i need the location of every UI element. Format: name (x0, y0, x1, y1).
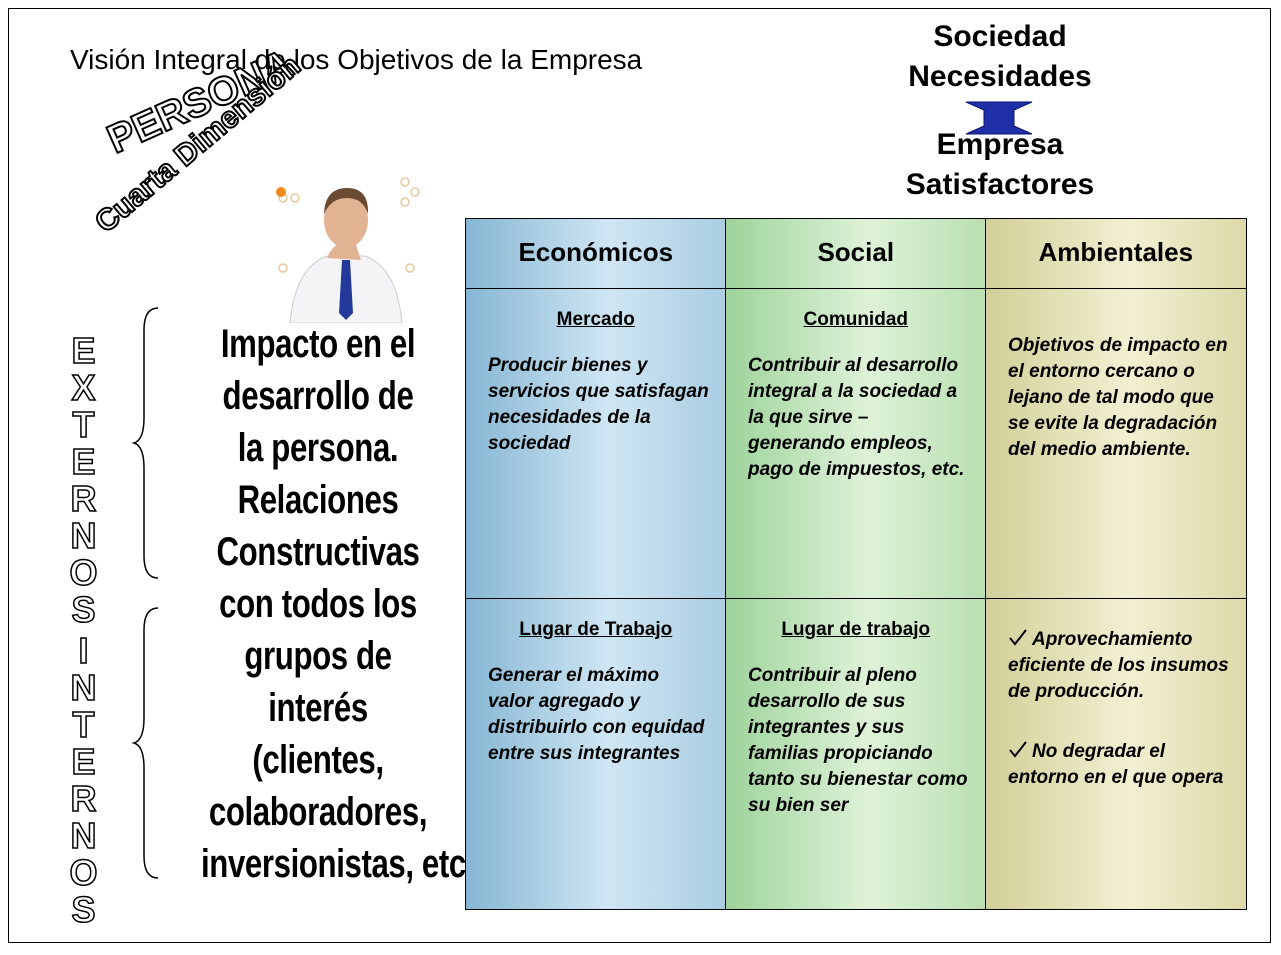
relation-bottom: Satisfactores (905, 168, 1095, 201)
cell-heading: Lugar de trabajo (781, 619, 931, 640)
impact-line: grupos de (244, 634, 392, 678)
column-header: Ambientales (985, 218, 1247, 290)
impact-line: con todos los (219, 582, 417, 626)
cell-heading: Comunidad (803, 309, 909, 330)
objectives-table: Económicos Social Ambientales Mercado Produc… (465, 218, 1247, 910)
impact-line: interés (268, 686, 368, 730)
cell-body: Generar el máximo valor agregado y distr… (488, 665, 705, 764)
cell-body: Contribuir al pleno desarrollo de sus in… (748, 665, 968, 816)
impact-line: inversionistas, etc.) (201, 842, 485, 886)
impact-line: Constructivas (216, 530, 420, 574)
braces (131, 307, 159, 879)
cell-body: Objetivos de impacto en el entorno cerca… (1008, 335, 1228, 460)
table-cell: Aprovechamiento eficiente de los insumos… (985, 598, 1247, 910)
impact-line: la persona. (237, 426, 399, 470)
relation-top: Necesidades (908, 60, 1092, 93)
cell-heading: Mercado (556, 309, 635, 330)
person-image (265, 168, 427, 323)
impact-text: Impacto en el desarrollo de la persona. Rel… (168, 318, 485, 890)
impact-line: desarrollo de (222, 374, 414, 418)
frame (8, 8, 1271, 943)
cell-bullet: Aprovechamiento eficiente de los insumos… (1008, 627, 1240, 705)
bullet-text: Aprovechamiento eficiente de los insumos… (1008, 629, 1229, 702)
table-cell: Objetivos de impacto en el entorno cerca… (985, 288, 1247, 600)
relation-bottom: Empresa (936, 128, 1064, 161)
cell-bullet: No degradar el entorno en el que opera (1008, 739, 1240, 791)
cell-body: Producir bienes y servicios que satisfag… (488, 355, 709, 454)
impact-line: colaboradores, (208, 790, 428, 834)
double-arrow (965, 101, 1033, 135)
table-cell: Lugar de trabajo Contribuir al pleno desa… (725, 598, 987, 910)
column-header: Económicos (465, 218, 727, 290)
relation-top: Sociedad (933, 20, 1067, 53)
check-icon (1009, 629, 1027, 646)
side-label: EXTERNOS (62, 329, 105, 627)
impact-line: Impacto en el (220, 322, 416, 366)
column-header: Social (725, 218, 987, 290)
cell-heading: Lugar de Trabajo (519, 619, 673, 640)
table-cell: Mercado Producir bienes y servicios que s… (465, 288, 727, 600)
title: Visión Integral de los Objetivos de la E… (70, 44, 643, 75)
impact-line: Relaciones (237, 478, 399, 522)
impact-line: (clientes, (252, 738, 384, 782)
side-label: INTERNOS (62, 629, 105, 927)
table-cell: Comunidad Contribuir al desarrollo integr… (725, 288, 987, 600)
bullet-text: No degradar el entorno en el que opera (1008, 741, 1224, 788)
check-icon (1009, 741, 1027, 758)
cell-body: Contribuir al desarrollo integral a la s… (748, 355, 965, 480)
table-cell: Lugar de Trabajo Generar el máximo valor … (465, 598, 727, 910)
